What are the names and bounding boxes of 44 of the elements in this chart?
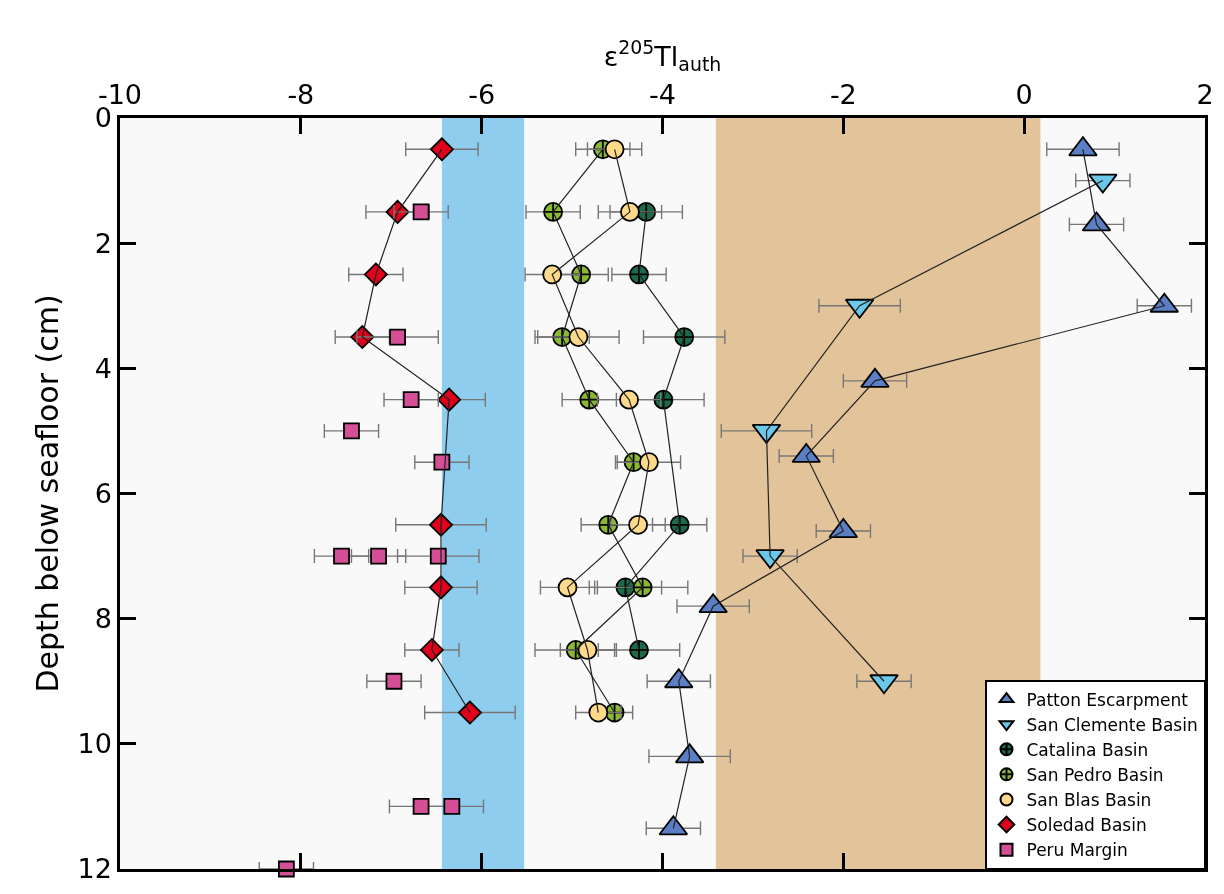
point [412, 203, 430, 221]
point [557, 577, 578, 598]
point [433, 453, 451, 471]
point [588, 702, 609, 723]
x-axis-title: ε$^{205}$Tl$_{auth}$ [603, 36, 722, 76]
x-tick-label: 0 [1015, 79, 1033, 111]
x-tick-label: -6 [468, 79, 496, 111]
point [628, 514, 648, 535]
y-tick-label: 2 [94, 227, 112, 259]
point [412, 798, 430, 815]
y-tick-label: 12 [77, 853, 112, 885]
legend-label: Patton Escarpment [1026, 689, 1189, 710]
legend-label: San Blas Basin [1026, 790, 1152, 811]
legend-label: Soledad Basin [1026, 815, 1147, 836]
x-tick-label: 2 [1196, 79, 1214, 111]
x-tick-label: -8 [287, 79, 315, 111]
point [542, 264, 563, 285]
point [639, 452, 659, 473]
point [419, 638, 444, 662]
y-tick-label: 6 [94, 477, 112, 509]
point [385, 672, 403, 690]
point [619, 389, 639, 410]
point [568, 327, 589, 347]
point [333, 547, 350, 565]
point [443, 798, 461, 815]
point [604, 139, 625, 160]
legend-label: San Pedro Basin [1026, 764, 1164, 785]
x-tick-label: -2 [829, 79, 857, 111]
legend-label: San Clemente Basin [1026, 714, 1198, 735]
y-tick-label: 10 [77, 728, 112, 760]
y-tick-label: 8 [94, 603, 112, 635]
y-tick-label: 4 [94, 352, 112, 384]
point [437, 387, 462, 412]
point [370, 547, 387, 565]
x-tick-label: -4 [649, 79, 676, 111]
point [402, 391, 420, 409]
point [457, 700, 482, 725]
legend-label: Peru Margin [1026, 840, 1128, 861]
y-axis-title: Depth below seafloor (cm) [30, 294, 66, 693]
point [389, 328, 406, 346]
legend-label: Catalina Basin [1026, 739, 1149, 760]
point [343, 422, 360, 440]
point [620, 201, 640, 222]
point [429, 137, 454, 162]
